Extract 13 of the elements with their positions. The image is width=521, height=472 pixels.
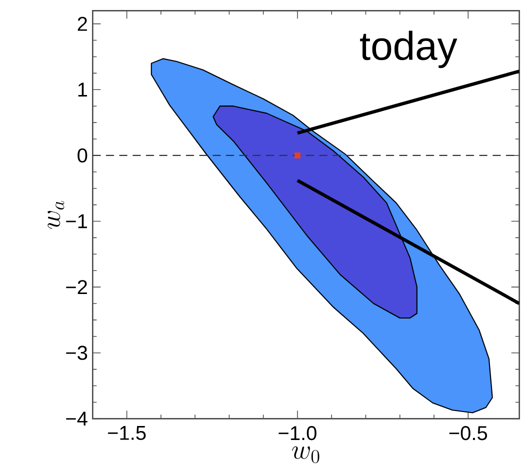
x-tick-label: −0.5 — [449, 426, 488, 440]
y-axis-title: $w_a$ — [48, 200, 64, 229]
y-tick-label: 2 — [78, 16, 87, 31]
y-tick-label: −3 — [66, 346, 88, 360]
y-tick-label: −2 — [66, 280, 87, 294]
x-tick-label: −1.5 — [108, 426, 146, 440]
annotation: today — [360, 30, 458, 68]
y-tick-label: −1 — [66, 214, 87, 228]
y-tick-label: 1 — [78, 82, 87, 97]
x-tick-label: −1.0 — [278, 426, 316, 440]
y-tick-label: −4 — [66, 412, 88, 426]
x-axis-title: $w_0$ — [292, 446, 320, 464]
y-tick-label: 0 — [78, 148, 88, 163]
